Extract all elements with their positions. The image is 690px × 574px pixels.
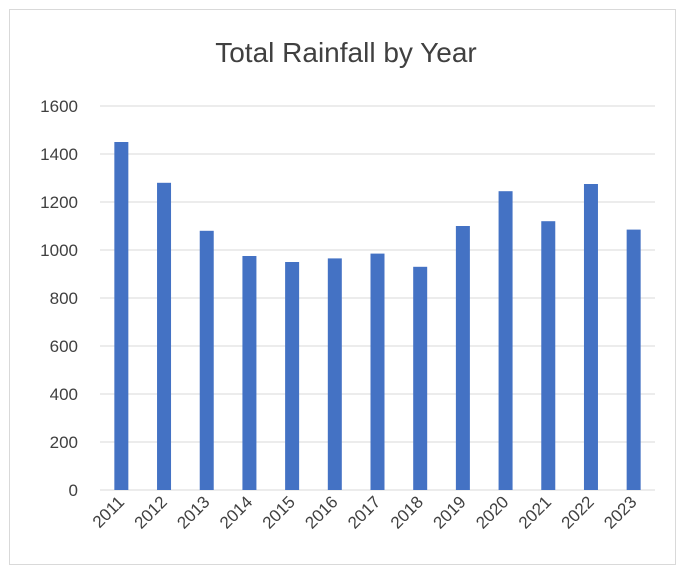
bars bbox=[114, 142, 641, 491]
x-tick-label: 2015 bbox=[259, 492, 299, 532]
y-axis-ticks: 0 200 400 600 800 1000 1200 1400 1600 bbox=[40, 97, 78, 500]
bar-2020 bbox=[498, 191, 513, 490]
x-tick-label: 2017 bbox=[344, 492, 384, 532]
y-tick-label: 200 bbox=[50, 433, 78, 452]
bar-2012 bbox=[157, 182, 172, 491]
y-tick-label: 800 bbox=[50, 289, 78, 308]
bar-2021 bbox=[541, 221, 556, 490]
y-tick-label: 1400 bbox=[40, 145, 78, 164]
x-tick-label: 2012 bbox=[131, 492, 171, 532]
y-tick-label: 600 bbox=[50, 337, 78, 356]
x-tick-label: 2023 bbox=[600, 492, 640, 532]
bar-2015 bbox=[285, 262, 300, 490]
x-tick-label: 2014 bbox=[216, 492, 256, 532]
x-tick-label: 2013 bbox=[173, 492, 213, 532]
bar-2018 bbox=[413, 266, 428, 490]
y-tick-label: 1200 bbox=[40, 193, 78, 212]
bar-2016 bbox=[327, 258, 342, 490]
x-tick-label: 2022 bbox=[558, 492, 598, 532]
x-tick-label: 2011 bbox=[89, 492, 128, 531]
chart-title: Total Rainfall by Year bbox=[215, 37, 477, 68]
y-tick-label: 1000 bbox=[40, 241, 78, 260]
x-tick-label: 2020 bbox=[472, 492, 512, 532]
x-tick-label: 2016 bbox=[301, 492, 341, 532]
y-tick-label: 0 bbox=[69, 481, 78, 500]
gridlines bbox=[100, 105, 655, 491]
bar-2019 bbox=[455, 226, 470, 490]
bar-2022 bbox=[583, 184, 598, 490]
bar-2013 bbox=[199, 230, 214, 491]
x-tick-label: 2021 bbox=[515, 492, 555, 532]
x-tick-label: 2018 bbox=[387, 492, 427, 532]
bar-2014 bbox=[242, 256, 257, 490]
y-tick-label: 400 bbox=[50, 385, 78, 404]
bar-2011 bbox=[114, 142, 129, 490]
x-tick-label: 2019 bbox=[430, 492, 470, 532]
bar-2017 bbox=[370, 253, 385, 490]
bar-2023 bbox=[626, 229, 641, 490]
x-axis-ticks: 2011 2012 2013 2014 2015 2016 2017 2018 2019 2020… bbox=[89, 492, 641, 532]
y-tick-label: 1600 bbox=[40, 97, 78, 116]
